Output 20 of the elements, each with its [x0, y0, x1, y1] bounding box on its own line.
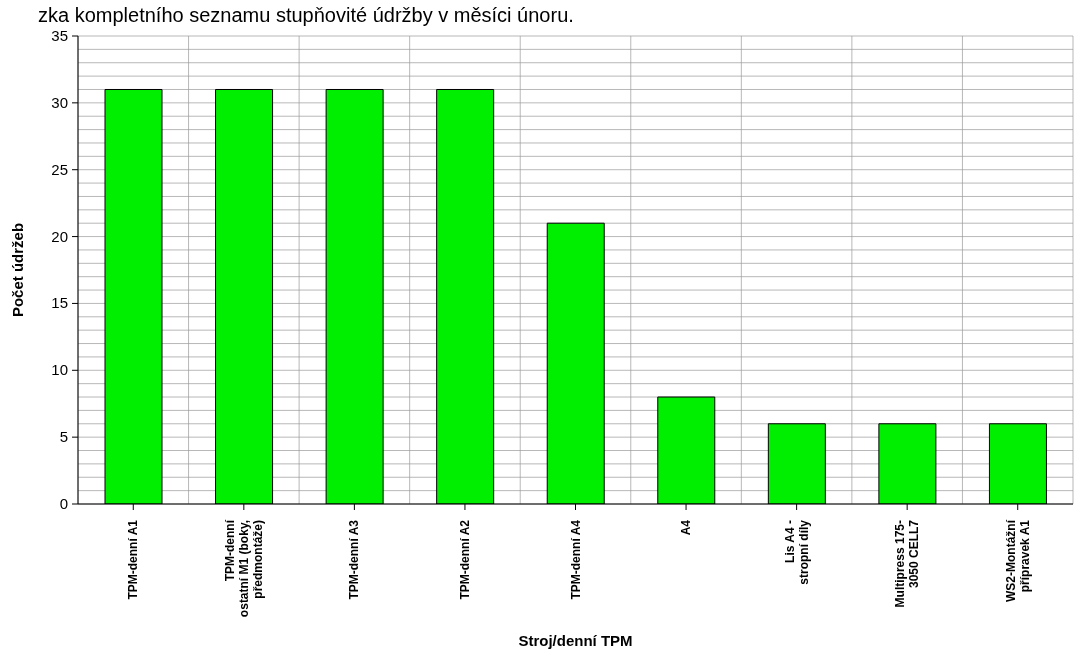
y-tick-label: 5 — [59, 428, 68, 446]
x-tick-label: Multipress 175- 3050 CELL7 — [893, 519, 922, 608]
x-tick-label: TPM-denní A1 — [126, 519, 141, 600]
x-tick-label: TPM-denní A3 — [347, 519, 362, 600]
x-tick-label: TPM-denní ostatní M1 (boky, předmontáže) — [222, 519, 265, 618]
y-tick-label: 20 — [51, 227, 68, 245]
x-axis-title: Stroj/denní TPM — [518, 632, 633, 649]
x-tick-label: WS2-Montážní přípravek A1 — [1003, 519, 1032, 602]
y-tick-label: 10 — [51, 361, 68, 379]
x-tick-label: A4 — [679, 519, 694, 536]
y-tick-label: 30 — [51, 93, 68, 111]
x-tick-label: TPM-denní A2 — [457, 519, 472, 600]
y-tick-label: 25 — [51, 160, 68, 178]
x-tick-label: TPM-denní A4 — [568, 519, 583, 600]
x-tick-label: Lis A4 - stropní díly — [782, 519, 811, 585]
y-axis-title: Počet údržeb — [9, 222, 27, 318]
y-tick-label: 35 — [51, 27, 68, 44]
y-tick-label: 15 — [51, 294, 68, 312]
y-tick-label: 0 — [59, 495, 68, 512]
chart-title: zka kompletního seznamu stupňovité údržby v měsíci únoru. — [38, 4, 574, 27]
